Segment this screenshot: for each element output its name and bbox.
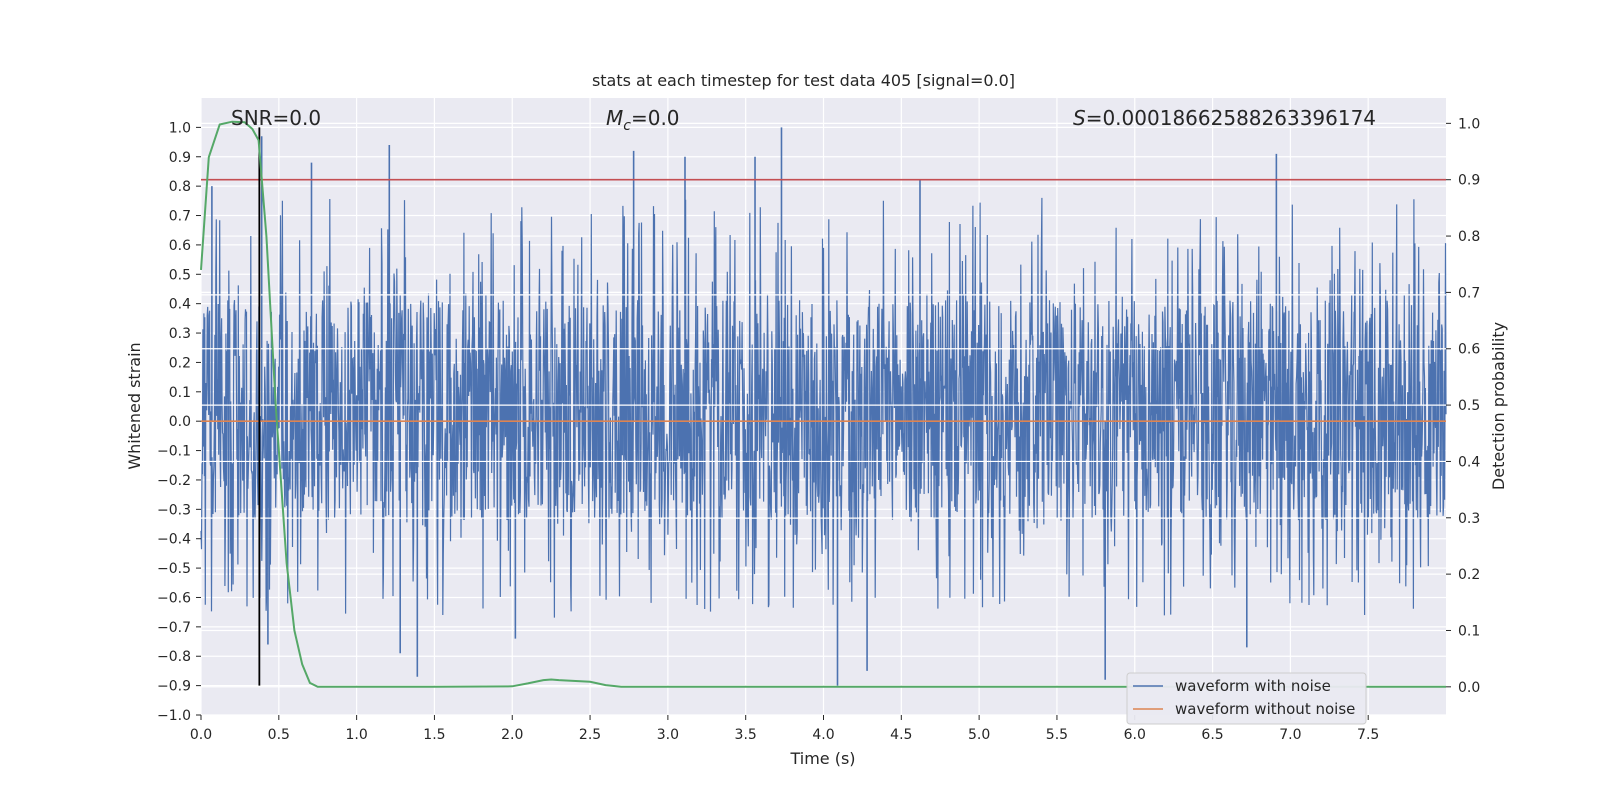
x-tick-label: 0.0 xyxy=(190,727,212,743)
y2-tick-label: 0.8 xyxy=(1458,229,1480,245)
x-tick-label: 7.0 xyxy=(1279,727,1301,743)
legend-label-noise: waveform with noise xyxy=(1175,677,1331,695)
y2-tick-label: 0.1 xyxy=(1458,623,1480,639)
y-tick-label: −0.2 xyxy=(157,473,191,489)
y-tick-label: −0.7 xyxy=(157,620,191,636)
x-tick-label: 2.5 xyxy=(579,727,601,743)
x-axis-label: Time (s) xyxy=(789,749,855,768)
x-tick-label: 1.0 xyxy=(345,727,367,743)
s-value: =0.00018662588263396174 xyxy=(1086,106,1376,130)
x-tick-label: 0.5 xyxy=(268,727,290,743)
y2-tick-label: 0.2 xyxy=(1458,567,1480,583)
y-tick-label: 1.0 xyxy=(169,120,191,136)
y2-tick-label: 0.4 xyxy=(1458,454,1480,470)
mc-symbol: M xyxy=(606,106,623,130)
y2-tick-label: 0.5 xyxy=(1458,398,1480,414)
s-symbol: S xyxy=(1073,106,1086,130)
y2-tick-labels: 1.0 0.9 0.8 0.7 0.6 0.5 0.4 0.3 0.2 0.1 0.0 xyxy=(1446,116,1480,696)
y-tick-label: −1.0 xyxy=(157,708,191,724)
x-tick-labels: 0.0 0.5 1.0 1.5 2.0 2.5 3.0 3.5 4.0 4.5 5.0 5.5 6.0 6… xyxy=(190,715,1379,743)
chart-title: stats at each timestep for test data 405… xyxy=(592,71,1015,90)
y2-tick-label: 0.7 xyxy=(1458,285,1480,301)
y-tick-label: 0.0 xyxy=(169,414,191,430)
y2-tick-label: 0.6 xyxy=(1458,342,1480,358)
snr-annotation: SNR=0.0 xyxy=(231,106,321,130)
y2-tick-label: 0.3 xyxy=(1458,511,1480,527)
legend: waveform with noise waveform without noi… xyxy=(1126,672,1367,725)
y-tick-label: 0.8 xyxy=(169,179,191,195)
y2-tick-label: 1.0 xyxy=(1458,116,1480,132)
x-tick-label: 7.5 xyxy=(1357,727,1379,743)
y-tick-label: 0.5 xyxy=(169,267,191,283)
y2-tick-label: 0.0 xyxy=(1458,680,1480,696)
y-tick-label: −0.3 xyxy=(157,502,191,518)
x-tick-label: 5.0 xyxy=(968,727,990,743)
x-tick-label: 3.0 xyxy=(657,727,679,743)
y-tick-label: 0.3 xyxy=(169,326,191,342)
mc-value: =0.0 xyxy=(631,106,680,130)
legend-label-clean: waveform without noise xyxy=(1175,700,1355,718)
detection-probability-line xyxy=(200,120,1446,688)
y-tick-label: −0.8 xyxy=(157,649,191,665)
y-tick-label: −0.1 xyxy=(157,444,191,460)
s-annotation: S=0.00018662588263396174 xyxy=(1073,106,1376,130)
x-tick-label: 4.5 xyxy=(890,727,912,743)
y-axis-label: Whitened strain xyxy=(125,342,144,469)
y-tick-label: 0.1 xyxy=(169,385,191,401)
x-tick-label: 1.5 xyxy=(423,727,445,743)
y2-tick-label: 0.9 xyxy=(1458,173,1480,189)
y-tick-label: 0.2 xyxy=(169,355,191,371)
y-tick-label: −0.9 xyxy=(157,679,191,695)
x-tick-label: 6.0 xyxy=(1124,727,1146,743)
x-tick-label: 6.5 xyxy=(1201,727,1223,743)
y-tick-label: 0.6 xyxy=(169,238,191,254)
y-tick-label: −0.5 xyxy=(157,561,191,577)
mc-subscript: c xyxy=(623,118,631,134)
x-tick-label: 3.5 xyxy=(735,727,757,743)
y-tick-label: 0.9 xyxy=(169,150,191,166)
noise-waveform-line xyxy=(200,197,1447,618)
y-tick-label: 0.7 xyxy=(169,209,191,225)
x-tick-label: 2.0 xyxy=(501,727,523,743)
legend-box xyxy=(1126,672,1367,725)
y-tick-label: −0.4 xyxy=(157,532,191,548)
overlay-lines xyxy=(200,120,1446,688)
y-tick-label: 0.4 xyxy=(169,297,191,313)
y-tick-label: −0.6 xyxy=(157,590,191,606)
y-tick-labels: 1.0 0.9 0.8 0.7 0.6 0.5 0.4 0.3 0.2 0.1 0.0 −0.1 −0.… xyxy=(157,120,201,724)
x-tick-label: 5.5 xyxy=(1046,727,1068,743)
x-tick-label: 4.0 xyxy=(812,727,834,743)
series-waveform-with-noise xyxy=(200,127,1447,686)
mc-annotation: Mc=0.0 xyxy=(606,106,680,134)
y2-axis-label: Detection probability xyxy=(1489,322,1508,490)
